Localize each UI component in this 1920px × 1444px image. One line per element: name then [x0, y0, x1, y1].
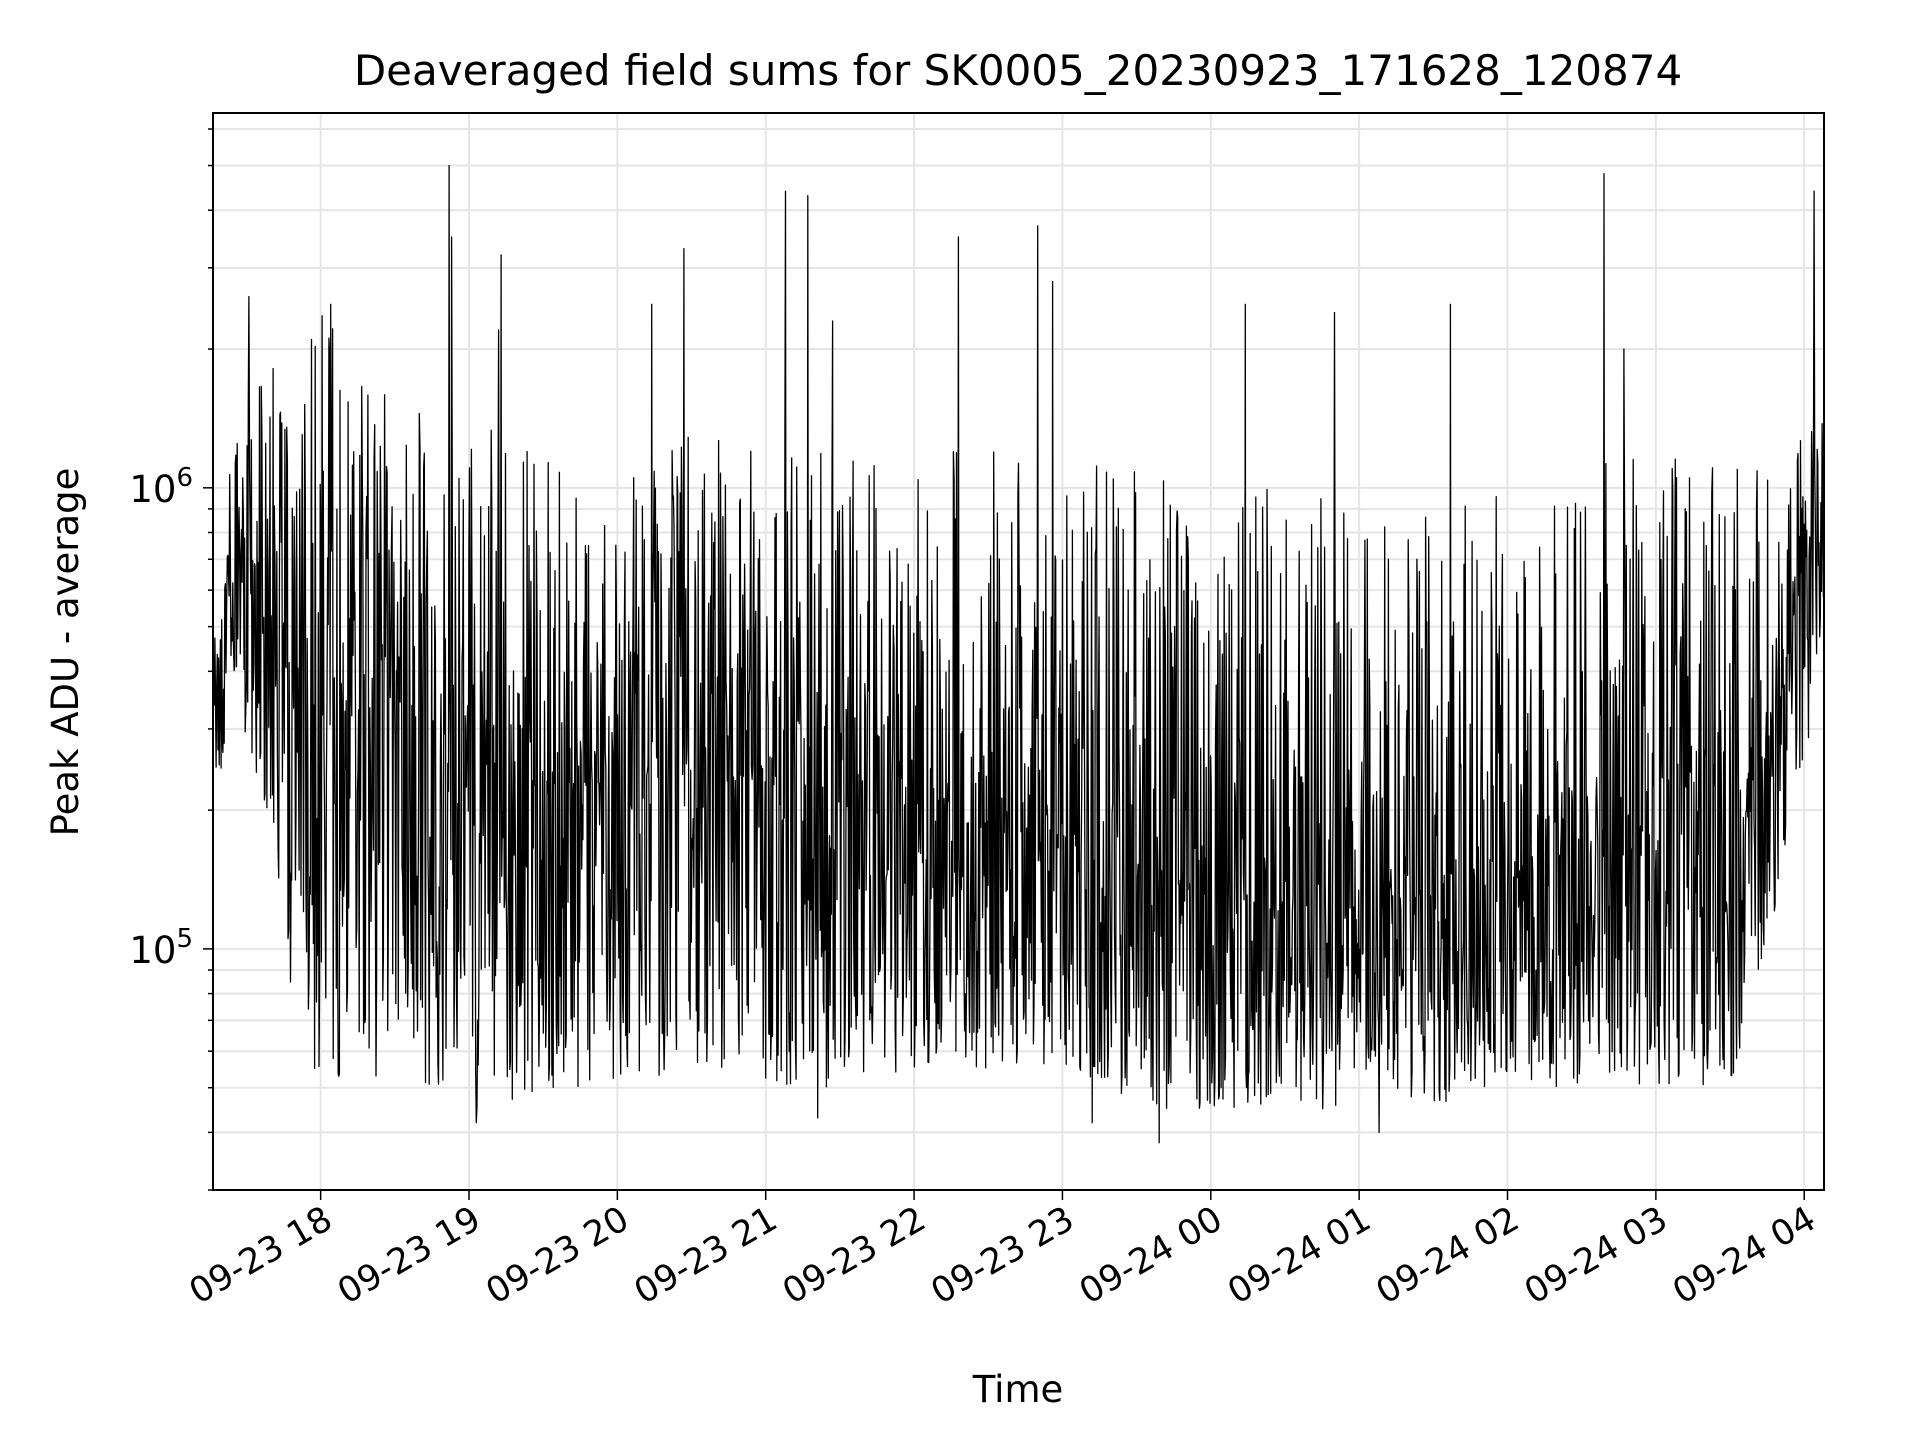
y-tick-base: 10 — [129, 468, 176, 511]
series-layer — [212, 164, 1825, 1144]
y-tick-exponent: 6 — [176, 463, 193, 493]
y-tick-base: 10 — [129, 929, 176, 972]
y-tick-label: 106 — [129, 463, 193, 511]
plot-frame — [212, 112, 1825, 1191]
chart-title: Deaveraged field sums for SK0005_2023092… — [354, 46, 1682, 95]
y-tick-label: 105 — [129, 924, 193, 972]
y-axis-label: Peak ADU - average — [44, 468, 87, 837]
series-line — [212, 164, 1825, 1144]
x-axis-label: Time — [972, 1368, 1064, 1411]
y-tick-exponent: 5 — [176, 924, 193, 954]
